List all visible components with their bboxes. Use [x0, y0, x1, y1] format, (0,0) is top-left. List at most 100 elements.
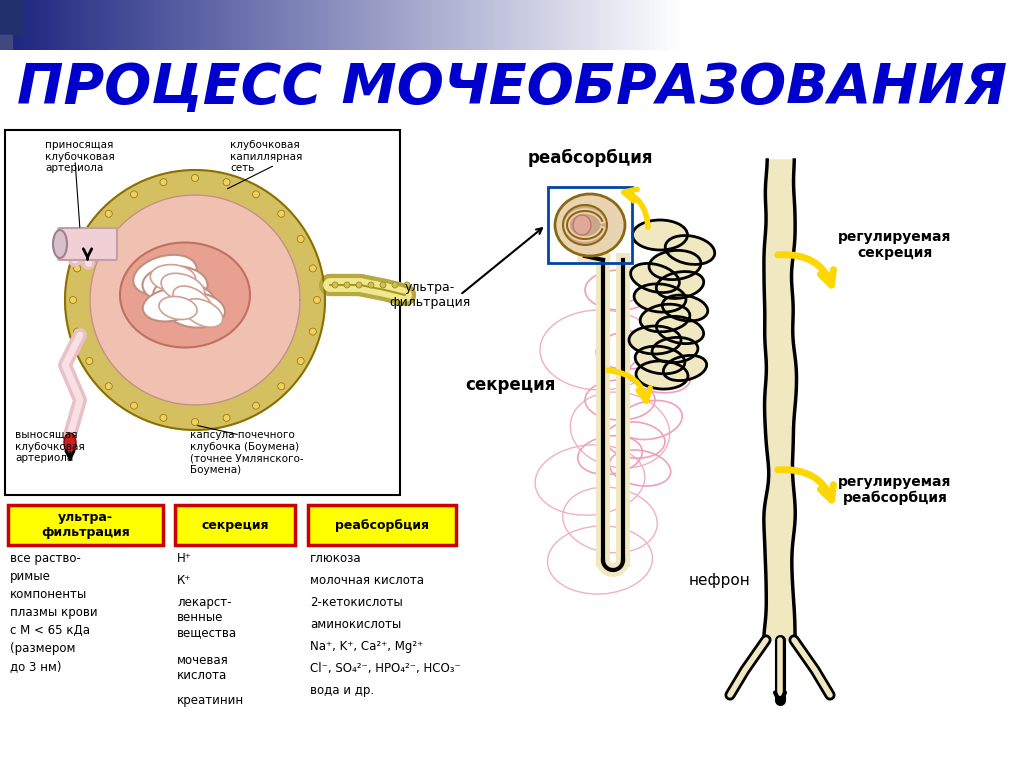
Text: молочная кислота: молочная кислота: [310, 574, 424, 587]
Bar: [72, 0, 75, 50]
Ellipse shape: [223, 414, 230, 421]
Text: Na⁺, K⁺, Ca²⁺, Mg²⁺: Na⁺, K⁺, Ca²⁺, Mg²⁺: [310, 640, 423, 653]
Ellipse shape: [191, 419, 199, 426]
Ellipse shape: [629, 326, 681, 354]
Bar: [317, 0, 321, 50]
Bar: [587, 0, 591, 50]
Bar: [894, 0, 898, 50]
Bar: [884, 0, 888, 50]
Bar: [796, 0, 799, 50]
Bar: [617, 0, 622, 50]
Bar: [901, 0, 904, 50]
Ellipse shape: [53, 230, 67, 258]
Bar: [328, 0, 331, 50]
Bar: [263, 0, 266, 50]
Bar: [208, 0, 212, 50]
Text: ультра-
фильтрация: ультра- фильтрация: [41, 511, 130, 539]
Bar: [843, 0, 847, 50]
Bar: [607, 0, 611, 50]
Polygon shape: [764, 160, 797, 640]
Bar: [61, 0, 65, 50]
Bar: [105, 0, 110, 50]
Text: реабсорбция: реабсорбция: [527, 149, 652, 167]
Bar: [881, 0, 884, 50]
Bar: [471, 0, 474, 50]
Ellipse shape: [656, 316, 703, 344]
Ellipse shape: [253, 191, 259, 198]
Bar: [136, 0, 140, 50]
Bar: [581, 0, 584, 50]
Ellipse shape: [663, 295, 708, 321]
Bar: [689, 0, 693, 50]
Bar: [550, 0, 553, 50]
Ellipse shape: [105, 210, 113, 217]
Bar: [20, 0, 24, 50]
Bar: [976, 0, 980, 50]
Bar: [187, 0, 191, 50]
Bar: [116, 0, 120, 50]
Bar: [679, 0, 683, 50]
Bar: [775, 0, 778, 50]
Bar: [266, 0, 269, 50]
Bar: [771, 0, 775, 50]
Text: Н⁺: Н⁺: [177, 552, 191, 565]
Bar: [458, 0, 461, 50]
Bar: [246, 0, 249, 50]
Bar: [806, 0, 809, 50]
Bar: [942, 0, 945, 50]
Bar: [963, 0, 966, 50]
Bar: [355, 0, 358, 50]
Bar: [110, 0, 113, 50]
Text: клубочковая
капиллярная
сеть: клубочковая капиллярная сеть: [230, 140, 302, 173]
Bar: [560, 0, 563, 50]
Bar: [655, 0, 658, 50]
Text: аминокислоты: аминокислоты: [310, 618, 401, 631]
Bar: [816, 0, 819, 50]
Bar: [454, 0, 458, 50]
Text: Cl⁻, SO₄²⁻, HPO₄²⁻, HCO₃⁻: Cl⁻, SO₄²⁻, HPO₄²⁻, HCO₃⁻: [310, 662, 461, 675]
Text: ПРОЦЕСС МОЧЕОБРАЗОВАНИЯ: ПРОЦЕСС МОЧЕОБРАЗОВАНИЯ: [17, 61, 1007, 115]
Bar: [720, 0, 724, 50]
Bar: [174, 0, 177, 50]
Bar: [161, 0, 164, 50]
Ellipse shape: [160, 414, 167, 421]
Ellipse shape: [368, 282, 374, 288]
Bar: [287, 0, 290, 50]
Ellipse shape: [74, 265, 81, 272]
Bar: [181, 0, 184, 50]
Bar: [212, 0, 215, 50]
Bar: [792, 0, 796, 50]
Bar: [488, 0, 492, 50]
Ellipse shape: [392, 282, 398, 288]
Bar: [198, 0, 202, 50]
Bar: [451, 0, 454, 50]
Bar: [402, 0, 407, 50]
Bar: [710, 0, 714, 50]
Bar: [683, 0, 686, 50]
Bar: [113, 0, 116, 50]
Bar: [840, 0, 843, 50]
Ellipse shape: [664, 355, 707, 380]
Bar: [959, 0, 963, 50]
Bar: [499, 0, 502, 50]
Bar: [10, 0, 13, 50]
Bar: [126, 0, 130, 50]
Bar: [51, 0, 54, 50]
Ellipse shape: [631, 263, 679, 292]
Bar: [120, 0, 123, 50]
Bar: [1004, 0, 1007, 50]
Bar: [443, 0, 447, 50]
Ellipse shape: [309, 265, 316, 272]
Bar: [167, 0, 171, 50]
Bar: [703, 0, 707, 50]
Ellipse shape: [309, 328, 316, 335]
Bar: [536, 0, 540, 50]
Bar: [717, 0, 720, 50]
Ellipse shape: [74, 328, 81, 335]
Bar: [707, 0, 710, 50]
Bar: [351, 0, 355, 50]
Bar: [696, 0, 699, 50]
Ellipse shape: [404, 282, 410, 288]
Ellipse shape: [344, 282, 350, 288]
Bar: [413, 0, 417, 50]
